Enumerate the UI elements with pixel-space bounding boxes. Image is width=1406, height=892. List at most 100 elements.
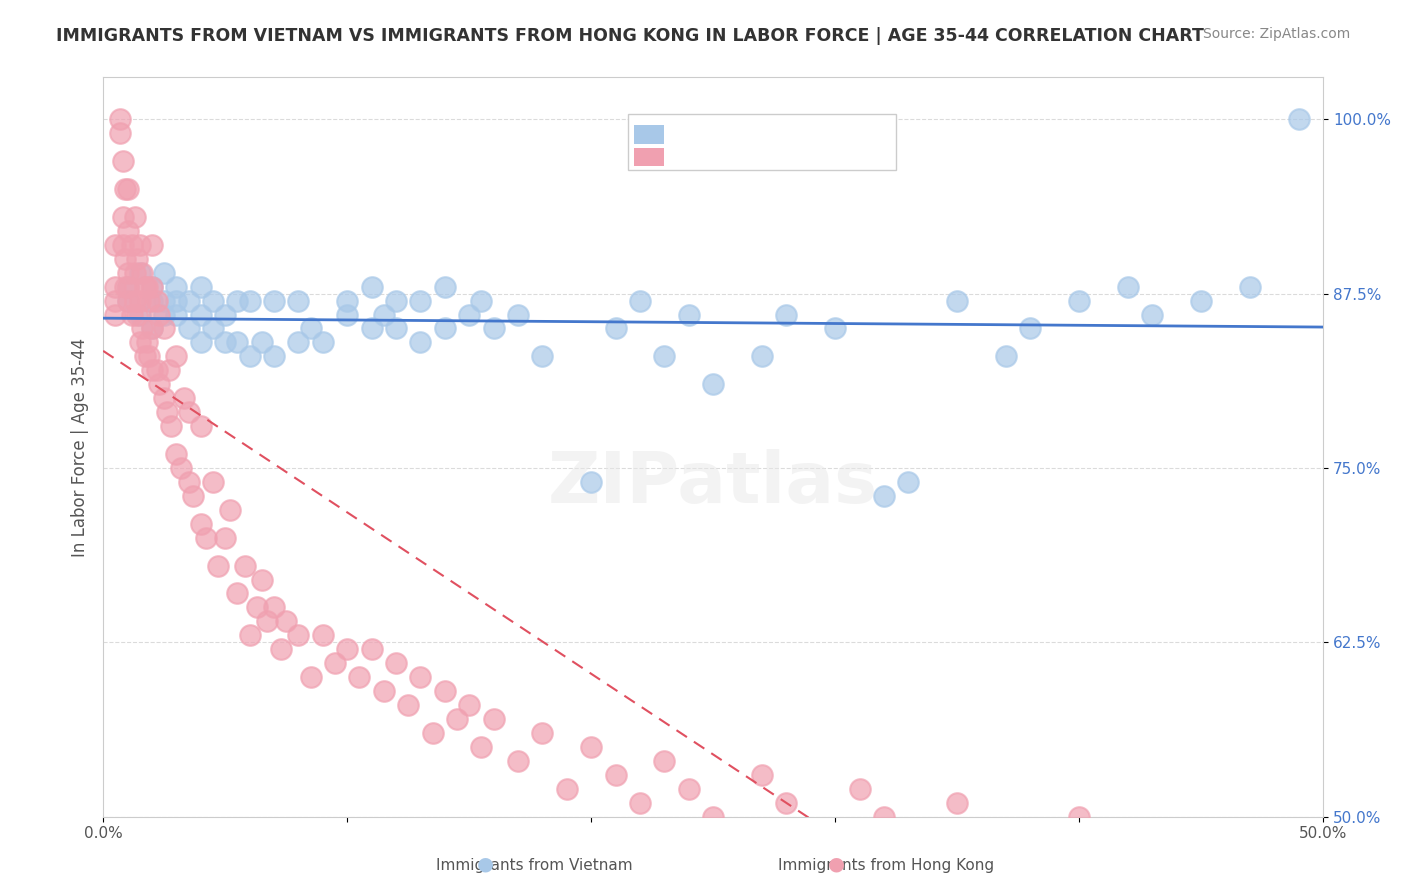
- Point: [605, 768, 627, 782]
- Point: [153, 321, 176, 335]
- Point: [276, 615, 298, 629]
- Point: [127, 252, 149, 266]
- Point: [214, 308, 236, 322]
- Point: [104, 293, 127, 308]
- Text: Immigrants from Vietnam: Immigrants from Vietnam: [436, 858, 633, 872]
- Point: [256, 615, 278, 629]
- Text: R = 0.164   N = 69: R = 0.164 N = 69: [673, 126, 844, 144]
- Point: [628, 796, 651, 810]
- Point: [153, 308, 176, 322]
- Point: [470, 293, 492, 308]
- Point: [138, 350, 160, 364]
- Point: [1142, 308, 1164, 322]
- Point: [104, 308, 127, 322]
- Point: [157, 363, 180, 377]
- FancyBboxPatch shape: [634, 148, 665, 166]
- Y-axis label: In Labor Force | Age 35-44: In Labor Force | Age 35-44: [72, 337, 89, 557]
- Point: [108, 112, 131, 127]
- Point: [117, 279, 139, 293]
- Point: [360, 642, 382, 657]
- Point: [165, 350, 187, 364]
- Point: [117, 266, 139, 280]
- Point: [1116, 838, 1139, 852]
- Point: [121, 308, 143, 322]
- Point: [190, 279, 212, 293]
- Point: [396, 698, 419, 712]
- Point: [349, 670, 371, 684]
- Point: [751, 768, 773, 782]
- Point: [226, 293, 249, 308]
- Point: [108, 126, 131, 140]
- Point: [299, 321, 322, 335]
- Point: [360, 279, 382, 293]
- Point: [1288, 112, 1310, 127]
- Point: [121, 237, 143, 252]
- Point: [336, 308, 359, 322]
- Point: [190, 516, 212, 531]
- Text: ●: ●: [828, 855, 845, 873]
- Point: [824, 321, 846, 335]
- Point: [531, 350, 554, 364]
- Point: [678, 308, 700, 322]
- Point: [128, 308, 150, 322]
- Point: [702, 377, 724, 392]
- Point: [128, 237, 150, 252]
- Point: [531, 726, 554, 740]
- Point: [323, 656, 346, 670]
- Point: [263, 350, 285, 364]
- Point: [148, 377, 170, 392]
- Point: [263, 293, 285, 308]
- Point: [433, 321, 456, 335]
- Point: [128, 293, 150, 308]
- Point: [104, 279, 127, 293]
- Point: [270, 642, 292, 657]
- Point: [373, 684, 395, 698]
- Point: [470, 739, 492, 754]
- Point: [433, 279, 456, 293]
- Point: [1069, 809, 1091, 823]
- Point: [136, 279, 159, 293]
- Point: [160, 419, 183, 434]
- Point: [299, 670, 322, 684]
- Point: [219, 502, 242, 516]
- Point: [848, 781, 870, 796]
- Point: [409, 670, 432, 684]
- Text: Immigrants from Hong Kong: Immigrants from Hong Kong: [778, 858, 994, 872]
- Point: [177, 321, 200, 335]
- Point: [153, 293, 176, 308]
- Point: [824, 823, 846, 838]
- Point: [114, 279, 136, 293]
- Point: [141, 237, 163, 252]
- Point: [141, 363, 163, 377]
- Point: [117, 182, 139, 196]
- Point: [141, 279, 163, 293]
- Point: [287, 335, 309, 350]
- Point: [114, 252, 136, 266]
- Point: [312, 628, 335, 642]
- Point: [190, 308, 212, 322]
- Point: [409, 293, 432, 308]
- Point: [433, 684, 456, 698]
- Point: [173, 391, 195, 405]
- FancyBboxPatch shape: [628, 114, 896, 169]
- Point: [555, 781, 578, 796]
- Point: [897, 838, 920, 852]
- Point: [146, 293, 169, 308]
- Point: [104, 237, 127, 252]
- Point: [995, 823, 1018, 838]
- Text: Source: ZipAtlas.com: Source: ZipAtlas.com: [1202, 27, 1350, 41]
- Point: [124, 293, 146, 308]
- Point: [238, 350, 260, 364]
- Point: [117, 293, 139, 308]
- Point: [226, 335, 249, 350]
- Point: [246, 600, 269, 615]
- Point: [458, 698, 481, 712]
- Point: [250, 335, 273, 350]
- Point: [111, 210, 134, 224]
- Point: [482, 712, 505, 726]
- Point: [1189, 293, 1212, 308]
- Point: [458, 308, 481, 322]
- Point: [170, 461, 193, 475]
- Point: [214, 531, 236, 545]
- Point: [751, 350, 773, 364]
